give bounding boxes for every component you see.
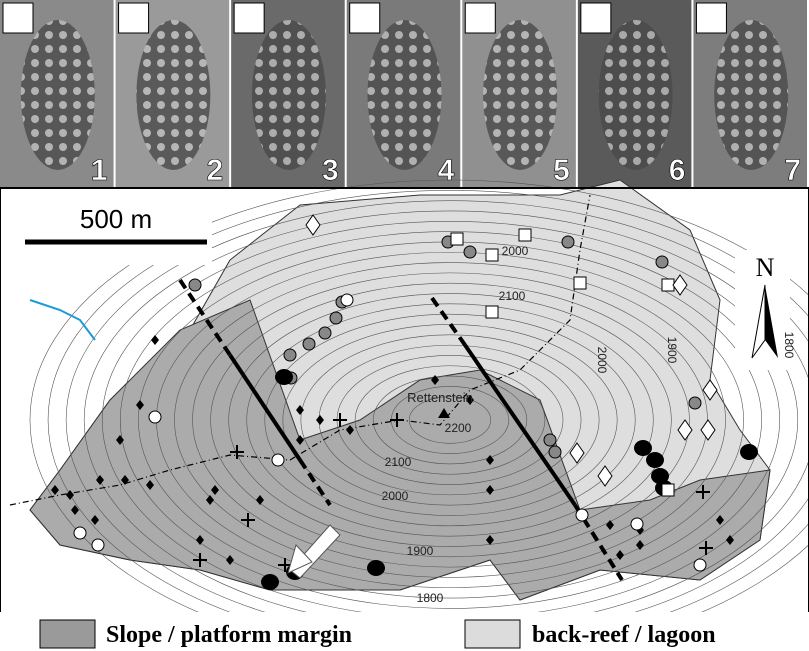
legend-label: back-reef / lagoon <box>532 622 716 648</box>
contour-label: 1800 <box>782 332 796 359</box>
gray-circle-site <box>544 434 556 446</box>
black-circle-site <box>634 440 652 456</box>
gray-circle-site <box>330 312 342 324</box>
fossil-image <box>599 20 673 170</box>
open-circle-site <box>576 509 588 521</box>
symbol-box <box>234 3 264 33</box>
open-circle-site <box>272 454 284 466</box>
fossil-image <box>136 20 210 170</box>
fossil-image <box>714 20 788 170</box>
panel-number: 4 <box>438 154 455 187</box>
gray-circle-site <box>303 338 315 350</box>
symbol-box <box>119 3 149 33</box>
gray-circle-site <box>284 349 296 361</box>
legend-label: Slope / platform margin <box>106 622 352 648</box>
gray-circle-site <box>464 246 476 258</box>
gray-circle-site <box>689 397 701 409</box>
fossil-image <box>368 20 442 170</box>
contour-label: 2100 <box>385 455 412 469</box>
contour-label: 1900 <box>407 544 434 558</box>
legend-swatch <box>465 620 520 648</box>
black-circle-site <box>261 574 279 590</box>
open-circle-site <box>341 294 353 306</box>
scale-label: 500 m <box>80 204 152 234</box>
contour-label: 2000 <box>595 347 609 374</box>
panel-number: 2 <box>206 154 223 187</box>
fossil-image <box>483 20 557 170</box>
photo-strip: 1 2 3 4 5 6 7 <box>0 0 807 188</box>
square-site <box>486 306 498 318</box>
symbol-box <box>350 3 380 33</box>
peak-label: Rettenstein <box>407 390 473 405</box>
north-label: N <box>756 253 775 282</box>
figure: 1 2 3 4 5 6 7 Rettenstein 500 m N 2000 2100 2000… <box>0 0 809 651</box>
square-site <box>519 229 531 241</box>
contour-label: 1800 <box>417 591 444 605</box>
panel-number: 1 <box>91 154 108 187</box>
open-circle-site <box>149 411 161 423</box>
fossil-image <box>252 20 326 170</box>
contour-label: 2200 <box>445 421 472 435</box>
gray-circle-site <box>656 256 668 268</box>
contour-label: 2100 <box>499 289 526 303</box>
square-site <box>451 233 463 245</box>
gray-circle-site <box>189 279 201 291</box>
black-circle-site <box>367 560 385 576</box>
fossil-image <box>21 20 95 170</box>
open-circle-site <box>74 527 86 539</box>
symbol-box <box>3 3 33 33</box>
symbol-box <box>696 3 726 33</box>
black-circle-site <box>275 369 293 385</box>
open-circle-site <box>631 518 643 530</box>
panel-number: 5 <box>553 154 570 187</box>
legend-swatch <box>40 620 95 648</box>
panel-number: 3 <box>322 154 339 187</box>
symbol-box <box>581 3 611 33</box>
square-site <box>574 277 586 289</box>
open-circle-site <box>92 539 104 551</box>
square-site <box>662 484 674 496</box>
square-site <box>662 279 674 291</box>
gray-circle-site <box>319 327 331 339</box>
black-circle-site <box>646 452 664 468</box>
square-site <box>486 249 498 261</box>
contour-label: 2000 <box>382 489 409 503</box>
panel-number: 6 <box>669 154 686 187</box>
symbol-box <box>465 3 495 33</box>
open-circle-site <box>694 559 706 571</box>
black-circle-site <box>740 444 758 460</box>
panel-number: 7 <box>784 154 801 187</box>
gray-circle-site <box>549 446 561 458</box>
contour-label: 2000 <box>502 244 529 258</box>
gray-circle-site <box>562 236 574 248</box>
contour-label: 1900 <box>665 337 679 364</box>
